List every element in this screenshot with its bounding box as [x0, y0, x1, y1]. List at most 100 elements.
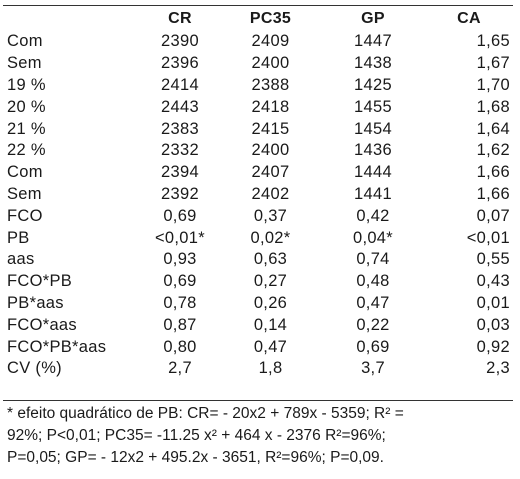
cell-ca: 0,55	[476, 250, 510, 269]
cell-ca: 1,67	[476, 54, 510, 73]
table-row: FCO*PB*aas 0,80 0,47 0,69 0,92	[7, 336, 510, 358]
cell-cr: 0,78	[163, 293, 197, 312]
table-row: CV (%) 2,7 1,8 3,7 2,3	[7, 358, 510, 380]
cell-pc35: 0,02*	[250, 228, 291, 247]
row-label: Com	[7, 32, 43, 51]
row-label: 22 %	[7, 141, 46, 160]
table-header-row: CR PC35 GP CA	[7, 6, 510, 31]
table-top-rule	[3, 5, 513, 6]
row-label: PB*aas	[7, 293, 64, 312]
cell-cr: 0,69	[163, 206, 197, 225]
table-row: Sem 2396 2400 1438 1,67	[7, 53, 510, 75]
cell-ca: 1,68	[476, 97, 510, 116]
table-row: Com 2390 2409 1447 1,65	[7, 31, 510, 53]
cell-gp: 0,74	[356, 250, 390, 269]
cell-pc35: 2409	[251, 32, 290, 51]
cell-pc35: 2400	[251, 141, 290, 160]
cell-cr: 0,80	[163, 337, 197, 356]
table-body: Com 2390 2409 1447 1,65 Sem 2396 2400 1438 1,67 19…	[7, 31, 510, 380]
table-row: Com 2394 2407 1444 1,66	[7, 162, 510, 184]
cell-cr: 0,69	[163, 272, 197, 291]
cell-pc35: 2418	[251, 97, 290, 116]
cell-pc35: 0,63	[253, 250, 288, 269]
cell-cr: 2383	[161, 119, 199, 138]
row-label: FCO*aas	[7, 315, 77, 334]
cell-pc35: 2402	[251, 184, 290, 203]
row-label: FCO*PB	[7, 272, 73, 291]
cell-cr: 2394	[161, 163, 199, 182]
cell-ca: 1,64	[476, 119, 510, 138]
cell-pc35: 0,14	[253, 315, 288, 334]
row-label: Sem	[7, 54, 42, 73]
cell-gp: 3,7	[361, 359, 385, 378]
cell-cr: 2392	[161, 184, 199, 203]
cell-pc35: 2388	[251, 75, 290, 94]
cell-ca: 2,3	[486, 359, 510, 378]
cell-pc35: 0,47	[253, 337, 288, 356]
cell-ca: 0,07	[476, 206, 510, 225]
cell-gp: 1438	[354, 54, 392, 73]
cell-ca: 1,66	[476, 184, 510, 203]
footnote-line: 92%; P<0,01; PC35= -11.25 x² + 464 x - 2…	[7, 427, 386, 444]
table-row: PB <0,01* 0,02* 0,04* <0,01	[7, 227, 510, 249]
row-label: PB	[7, 228, 30, 247]
cell-ca: 0,03	[476, 315, 510, 334]
footnote: * efeito quadrático de PB: CR= - 20x2 + …	[7, 403, 507, 469]
cell-pc35: 0,37	[253, 206, 288, 225]
cell-ca: 0,01	[476, 293, 510, 312]
footnote-line: * efeito quadrático de PB: CR= - 20x2 + …	[7, 405, 404, 422]
cell-ca: 1,65	[476, 32, 510, 51]
table-row: FCO 0,69 0,37 0,42 0,07	[7, 205, 510, 227]
cell-ca: 1,62	[476, 141, 510, 160]
cell-pc35: 1,8	[258, 359, 283, 378]
cell-ca: 1,66	[476, 163, 510, 182]
table-row: FCO*PB 0,69 0,27 0,48 0,43	[7, 271, 510, 293]
cell-gp: 1436	[354, 141, 392, 160]
table-row: Sem 2392 2402 1441 1,66	[7, 184, 510, 206]
row-label: 19 %	[7, 75, 46, 94]
cell-cr: 2,7	[168, 359, 192, 378]
cell-cr: 2332	[161, 141, 199, 160]
cell-cr: 0,93	[163, 250, 197, 269]
cell-cr: 2443	[161, 97, 199, 116]
row-label: 21 %	[7, 119, 46, 138]
row-label: Sem	[7, 184, 42, 203]
row-label: FCO	[7, 206, 43, 225]
cell-gp: 1454	[354, 119, 392, 138]
cell-gp: 0,42	[356, 206, 390, 225]
cell-pc35: 2407	[251, 163, 290, 182]
cell-gp: 0,22	[356, 315, 390, 334]
header-cell-cr: CR	[168, 9, 192, 27]
row-label: FCO*PB*aas	[7, 337, 107, 356]
cell-pc35: 0,26	[253, 293, 288, 312]
results-table: CR PC35 GP CA Com 2390 2409 1447 1,65 Sem 2396…	[7, 6, 510, 380]
cell-cr: 2396	[161, 54, 199, 73]
table-bottom-rule	[3, 400, 513, 401]
cell-pc35: 2400	[251, 54, 290, 73]
row-label: aas	[7, 250, 35, 269]
header-cell-ca: CA	[457, 9, 481, 27]
cell-gp: 1447	[354, 32, 392, 51]
cell-gp: 1455	[354, 97, 392, 116]
cell-ca: 0,92	[476, 337, 510, 356]
cell-pc35: 0,27	[253, 272, 288, 291]
table-row: 19 % 2414 2388 1425 1,70	[7, 75, 510, 97]
cell-gp: 0,04*	[352, 228, 394, 247]
header-cell-gp: GP	[361, 9, 385, 27]
row-label: 20 %	[7, 97, 46, 116]
cell-cr: 2414	[161, 75, 199, 94]
cell-gp: 1425	[354, 75, 392, 94]
table-row: 20 % 2443 2418 1455 1,68	[7, 96, 510, 118]
row-label: CV (%)	[7, 359, 62, 378]
cell-gp: 0,47	[356, 293, 390, 312]
header-cell-label	[7, 6, 137, 31]
footnote-line: P=0,05; GP= - 12x2 + 495.2x - 3651, R²=9…	[7, 449, 384, 466]
cell-ca: 0,43	[476, 272, 510, 291]
table-row: PB*aas 0,78 0,26 0,47 0,01	[7, 293, 510, 315]
row-label: Com	[7, 163, 43, 182]
cell-ca: 1,70	[476, 75, 510, 94]
cell-ca: <0,01	[466, 228, 510, 247]
cell-gp: 0,69	[356, 337, 390, 356]
cell-pc35: 2415	[251, 119, 290, 138]
cell-cr: <0,01*	[155, 228, 205, 247]
